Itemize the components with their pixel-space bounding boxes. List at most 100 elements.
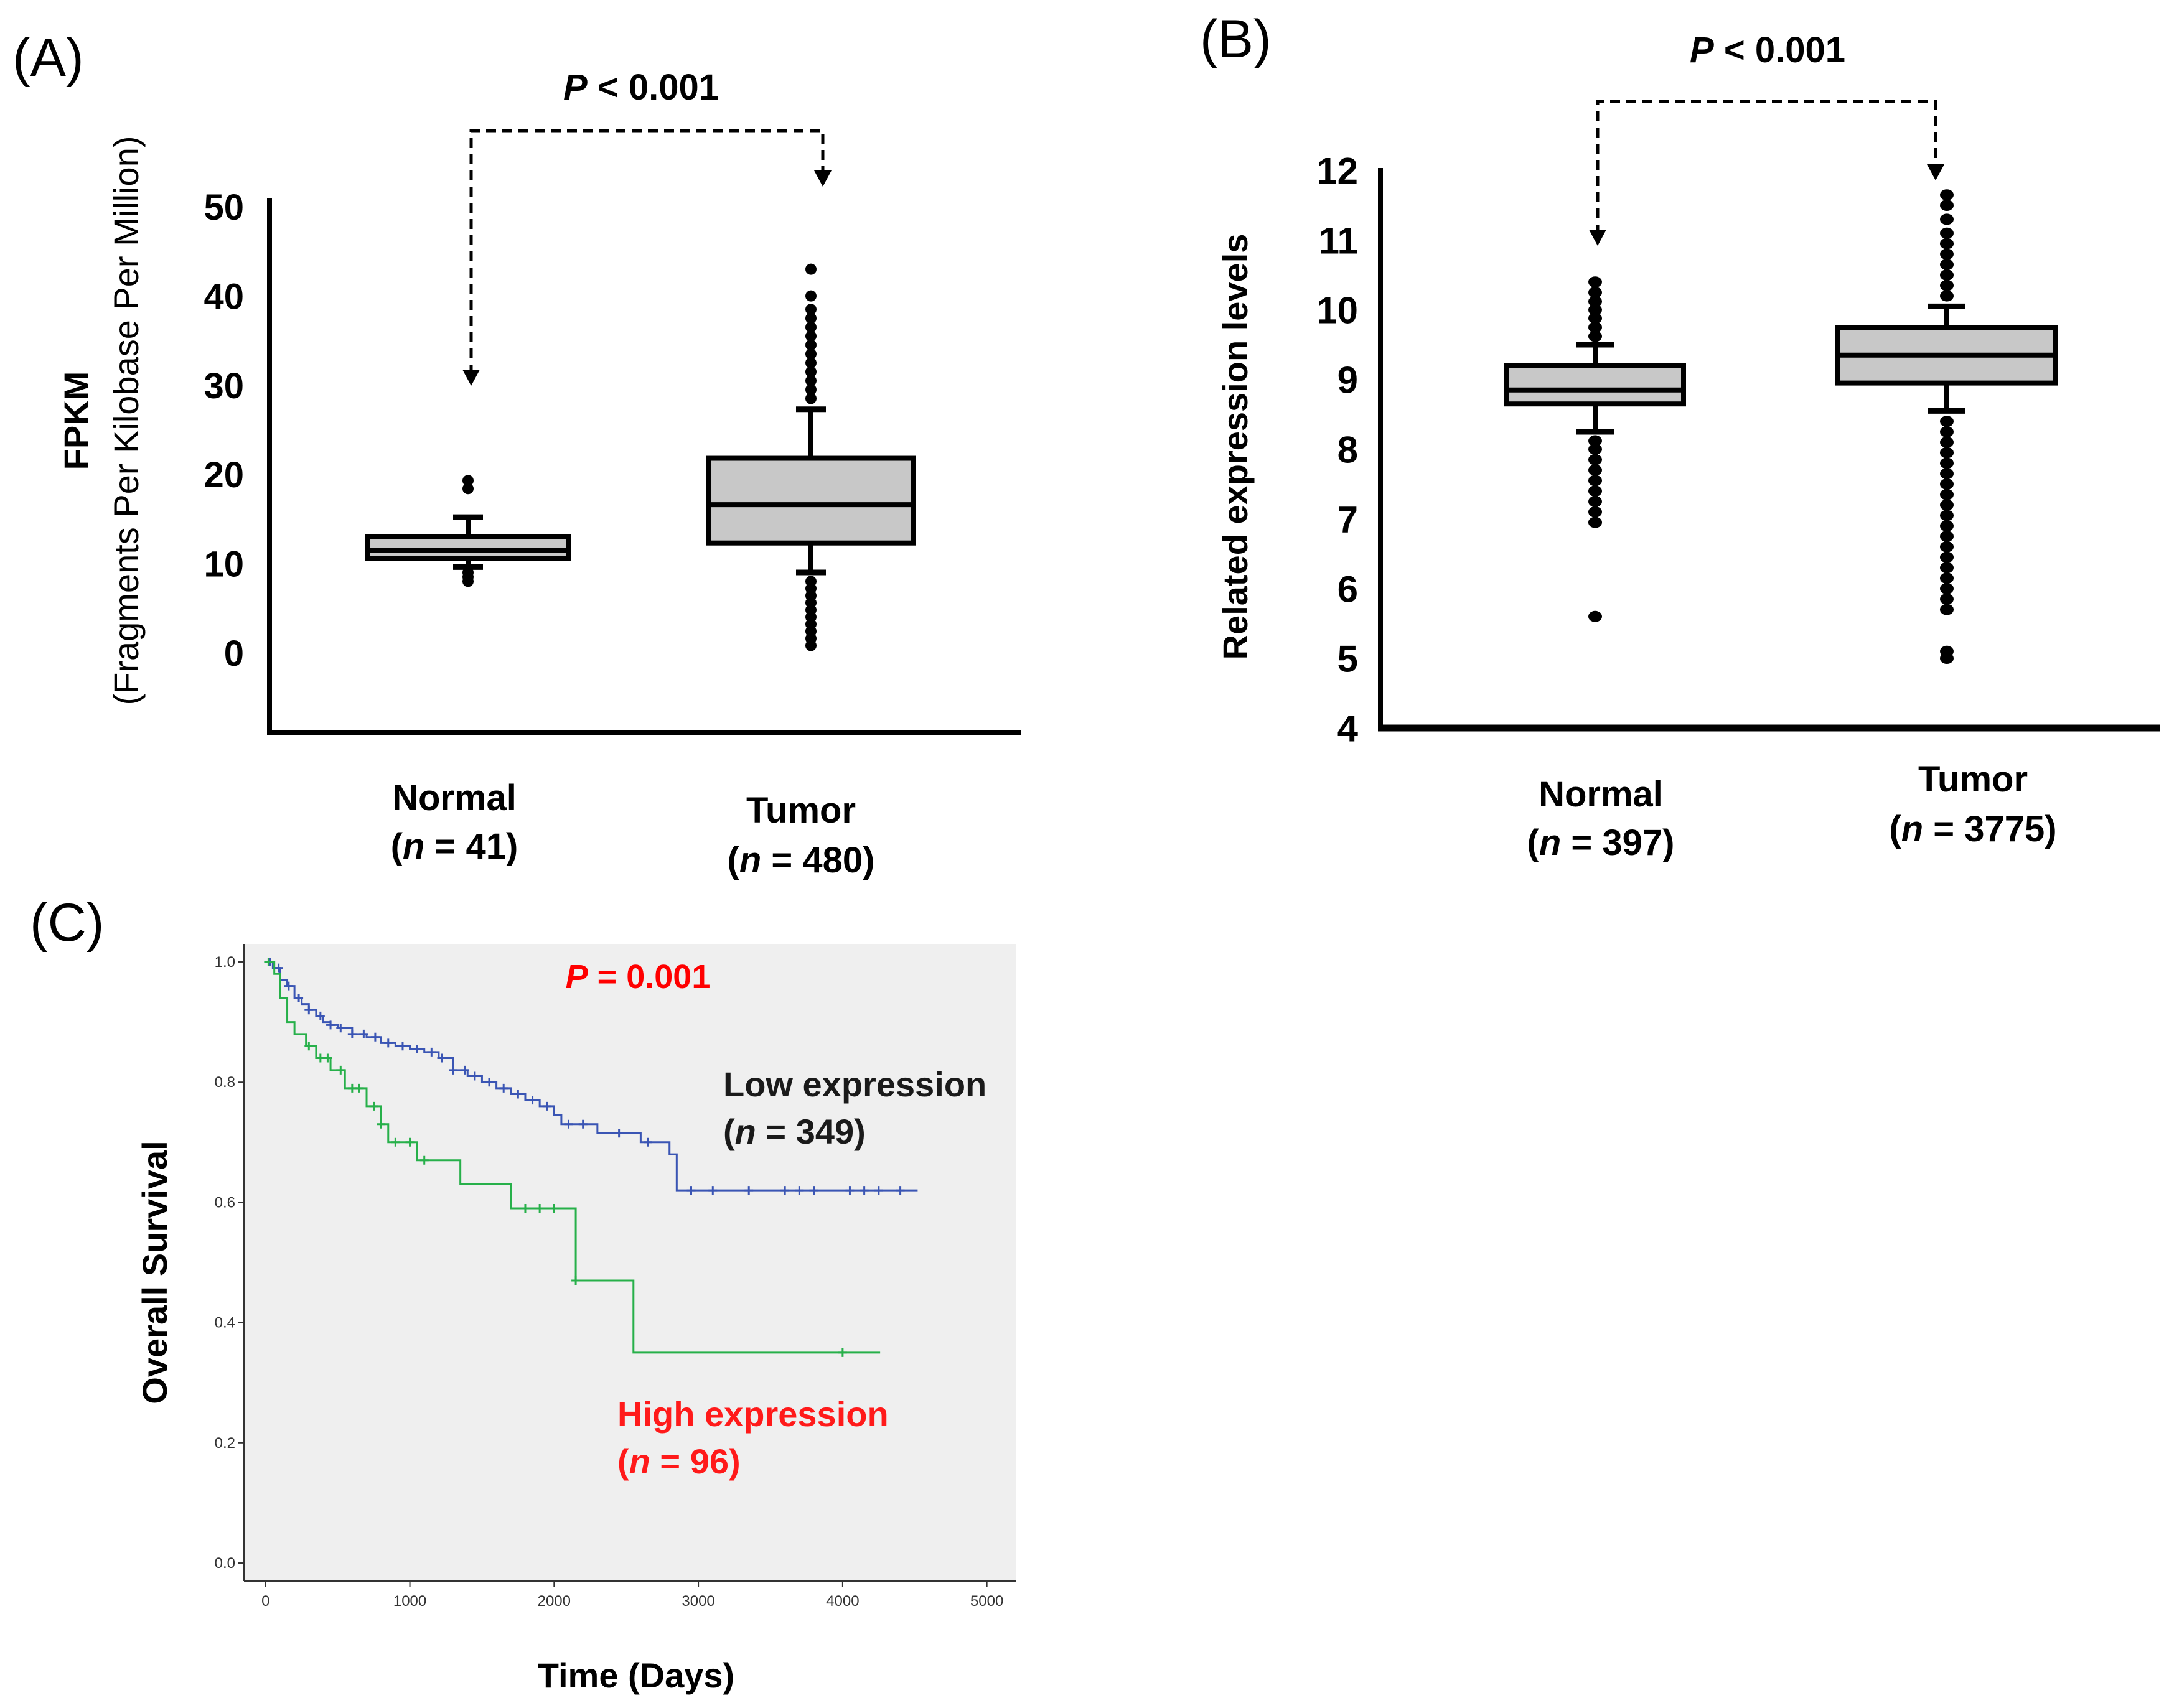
- outlier-point: [1940, 510, 1954, 521]
- bracket-arrow-left: [462, 370, 480, 386]
- censor-mark: [316, 1011, 325, 1020]
- censor-mark: [838, 1348, 847, 1357]
- outlier-point: [805, 393, 817, 404]
- outlier-point: [1940, 200, 1954, 211]
- y-tick-label: 0.0: [215, 1555, 235, 1572]
- outlier-point: [1588, 330, 1602, 342]
- censor-mark: [264, 957, 273, 966]
- censor-mark: [643, 1137, 652, 1147]
- outlier-point: [462, 567, 474, 578]
- panel-a-y-ticks: 0 10 20 30 40 50: [204, 187, 244, 674]
- outlier-point: [1940, 290, 1954, 302]
- y-tick-label: 12: [1316, 151, 1358, 192]
- outlier-point: [1588, 485, 1602, 497]
- bracket-arrow-right: [814, 170, 832, 187]
- censor-mark: [419, 1155, 429, 1165]
- panel-b-group-n: (n = 397): [1527, 823, 1675, 863]
- panel-c-p-rest: = 0.001: [588, 958, 711, 996]
- panel-b-p-rest: < 0.001: [1714, 30, 1845, 70]
- censor-mark: [323, 1053, 332, 1063]
- outlier-point: [1588, 304, 1602, 315]
- outlier-point: [805, 576, 817, 587]
- outlier-point: [1588, 287, 1602, 298]
- censor-mark: [336, 1024, 345, 1033]
- censor-mark: [347, 1029, 357, 1038]
- km-series-high: [264, 957, 881, 1357]
- x-tick-label: 1000: [393, 1593, 426, 1610]
- panel-c-p-symbol: P: [566, 958, 589, 996]
- panel-c-label: (C): [30, 893, 104, 953]
- outlier-point: [1940, 189, 1954, 201]
- x-tick-label: 3000: [682, 1593, 714, 1610]
- bracket-line: [1596, 100, 1937, 235]
- panel-a-group-name: Normal: [392, 778, 517, 818]
- y-tick-label: 5: [1337, 638, 1358, 680]
- box-iqr: [365, 534, 571, 561]
- y-tick-label: 11: [1319, 220, 1358, 262]
- panel-a-plot: [365, 263, 916, 651]
- panel-a-group-n: (n = 480): [728, 840, 875, 880]
- outlier-point: [1940, 447, 1954, 459]
- panel-a-p-symbol: P: [563, 67, 588, 108]
- outlier-point: [462, 483, 474, 495]
- box-iqr: [706, 455, 916, 546]
- panel-b-group-name: Normal: [1539, 774, 1663, 814]
- box-iqr: [1504, 363, 1686, 407]
- outlier-point: [1588, 276, 1602, 288]
- censor-mark: [795, 1186, 804, 1195]
- panel-a-ylabel-sub: (Fragments Per Kilobase Per Million): [106, 136, 146, 706]
- outlier-point: [1588, 516, 1602, 528]
- censor-mark: [304, 1042, 314, 1051]
- panel-a-group-name: Tumor: [746, 790, 856, 831]
- outlier-point: [805, 357, 817, 369]
- panel-b-label: (B): [1200, 9, 1272, 69]
- panel-c-axis-ticks: 0.0 0.2 0.4 0.6 0.8 1.0 0 1000 2000 3000 4000 5000: [215, 954, 1004, 1610]
- panel-b-ylabel: Related expression levels: [1216, 234, 1255, 660]
- outlier-point: [1588, 322, 1602, 333]
- panel-a-p-value: P < 0.001: [563, 67, 719, 108]
- panel-c-p-value: P = 0.001: [566, 958, 711, 996]
- censor-mark: [391, 1137, 400, 1147]
- y-tick-label: 8: [1337, 429, 1358, 471]
- km-series-low: [265, 957, 918, 1195]
- censor-mark: [874, 1186, 883, 1195]
- censor-mark: [485, 1078, 494, 1087]
- panel-c-legend-low-n: (n = 349): [723, 1112, 866, 1151]
- censor-mark: [449, 1065, 458, 1075]
- panel-b-group-label-tumor: Tumor (n = 3775): [1889, 759, 2056, 849]
- panel-a-group-n: (n = 41): [391, 826, 518, 867]
- censor-mark: [427, 1047, 436, 1057]
- outlier-point: [1940, 227, 1954, 239]
- outlier-point: [1588, 435, 1602, 447]
- y-tick-label: 0.8: [215, 1074, 235, 1091]
- y-tick-label: 30: [204, 366, 244, 406]
- outlier-point: [1940, 593, 1954, 605]
- censor-mark: [708, 1186, 718, 1195]
- outlier-point: [1588, 610, 1602, 622]
- outlier-point: [1940, 248, 1954, 260]
- censor-mark: [564, 1119, 573, 1129]
- censor-mark: [284, 981, 293, 991]
- outlier-point: [1940, 468, 1954, 480]
- censor-mark: [304, 1006, 314, 1015]
- x-tick-label: 4000: [826, 1593, 859, 1610]
- outlier-point: [805, 321, 817, 333]
- box-normal: [365, 475, 571, 587]
- outlier-point: [1940, 269, 1954, 281]
- outlier-point: [1940, 583, 1954, 594]
- outlier-point: [1940, 259, 1954, 271]
- outlier-point: [805, 290, 817, 302]
- y-tick-label: 4: [1337, 708, 1359, 750]
- censor-mark: [686, 1186, 696, 1195]
- outlier-point: [805, 375, 817, 386]
- outlier-point: [1940, 499, 1954, 511]
- panel-a-label: (A): [12, 28, 84, 88]
- outlier-point: [1940, 520, 1954, 532]
- censor-mark: [780, 1186, 790, 1195]
- censor-mark: [744, 1186, 754, 1195]
- panel-b: (B) Related expression levels 4 5 6 7 8 9 10 11…: [1200, 9, 2160, 863]
- panel-c-xlabel: Time (Days): [538, 1656, 734, 1695]
- outlier-point: [1940, 436, 1954, 448]
- censor-mark: [274, 963, 283, 973]
- panel-c-legend-high: High expression (n = 96): [617, 1394, 889, 1481]
